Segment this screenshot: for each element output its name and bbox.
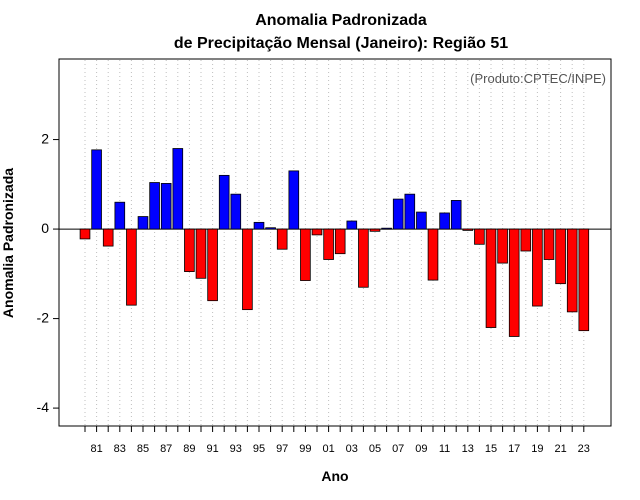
chart-subtitle: de Precipitação Mensal (Janeiro): Região…	[174, 35, 508, 52]
bar-1982	[102, 228, 114, 247]
x-tick-label: 87	[160, 443, 172, 455]
bar-1994	[242, 228, 253, 311]
y-axis: -4 -2 0 2	[37, 130, 59, 415]
bar-1990	[195, 228, 207, 279]
bar-2018	[520, 228, 532, 252]
bar-2001	[323, 228, 334, 260]
x-tick-label: 01	[322, 443, 334, 455]
bar-1995	[253, 221, 265, 230]
x-tick-label: 23	[578, 443, 590, 455]
x-tick-label: 95	[253, 443, 265, 455]
x-tick-label: 81	[90, 443, 102, 455]
bar-2003	[346, 220, 358, 230]
bar-2017	[508, 228, 520, 337]
bar-1988	[172, 148, 184, 230]
bar-2013	[462, 228, 474, 231]
x-tick-label: 85	[137, 443, 149, 455]
x-axis-label: Ano	[321, 468, 348, 484]
bars	[79, 148, 590, 337]
bar-2000	[311, 228, 323, 236]
y-axis-label: Anomalia Padronizada	[0, 168, 16, 318]
bar-2015	[485, 228, 497, 328]
bar-2002	[334, 228, 346, 255]
bar-1987	[160, 183, 172, 230]
bar-2008	[404, 193, 416, 230]
bar-1980	[79, 228, 91, 240]
bar-1991	[207, 228, 218, 302]
bar-1992	[218, 174, 230, 230]
x-tick-label: 83	[114, 443, 126, 455]
bar-2011	[439, 212, 450, 230]
bar-2005	[369, 228, 381, 232]
bar-2016	[497, 228, 508, 264]
bar-2019	[532, 228, 543, 307]
bar-1999	[300, 228, 311, 281]
chart-title: Anomalia Padronizada	[255, 12, 427, 29]
x-tick-label: 05	[369, 443, 381, 455]
x-tick-label: 15	[485, 443, 497, 455]
bar-2004	[358, 228, 369, 288]
bar-2021	[555, 228, 566, 285]
bar-2012	[450, 200, 462, 230]
x-tick-label: 03	[346, 443, 358, 455]
bar-2006	[381, 227, 392, 230]
x-tick-label: 19	[531, 443, 543, 455]
bar-1989	[184, 228, 195, 272]
x-tick-label: 17	[508, 443, 520, 455]
bar-1984	[126, 228, 137, 306]
bar-1983	[114, 201, 126, 230]
x-tick-label: 07	[392, 443, 404, 455]
y-tick-label: -2	[37, 309, 50, 325]
x-tick-label: 93	[230, 443, 242, 455]
x-tick-label: 21	[554, 443, 566, 455]
x-tick-label: 89	[183, 443, 195, 455]
x-tick-label: 97	[276, 443, 288, 455]
bar-1985	[137, 216, 149, 230]
bar-1998	[288, 170, 300, 230]
y-tick-label: 0	[41, 220, 49, 236]
bar-2023	[578, 228, 590, 332]
x-tick-label: 13	[462, 443, 474, 455]
x-tick-label: 99	[299, 443, 311, 455]
bar-2009	[416, 211, 427, 230]
bar-1996	[265, 227, 276, 230]
credit-label: (Produto:CPTEC/INPE)	[470, 71, 606, 86]
x-tick-label: 91	[206, 443, 218, 455]
bar-2014	[474, 228, 485, 245]
bar-1993	[230, 193, 242, 230]
grid-lines	[84, 60, 585, 425]
bar-1981	[91, 149, 102, 230]
bar-2020	[543, 228, 555, 260]
y-tick-label: -4	[37, 399, 50, 415]
x-tick-label: 09	[415, 443, 427, 455]
bar-2010	[427, 228, 439, 281]
bar-1997	[276, 228, 288, 250]
plot-area	[58, 58, 612, 427]
bar-1986	[149, 182, 160, 230]
x-tick-label: 11	[439, 443, 450, 455]
y-tick-label: 2	[41, 130, 49, 146]
bar-2022	[566, 228, 578, 313]
x-axis: 81 83 85 87 89 91 93 95 97 99 01 03 05 07 09 11 13 15 17 19…	[84, 426, 590, 455]
bar-2007	[392, 198, 404, 230]
